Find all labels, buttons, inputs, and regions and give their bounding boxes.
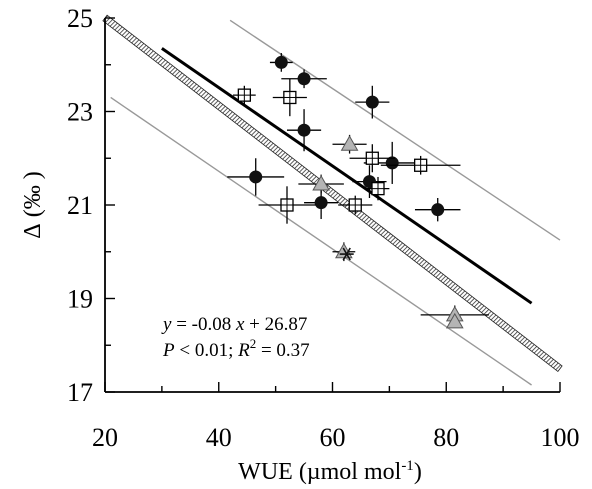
y-axis-title-unit: (‰ ) [20, 171, 46, 217]
p-value: < 0.01; [175, 340, 239, 361]
x-axis-title-close: ) [414, 459, 422, 485]
regression-annotation: y = -0.08 x + 26.87 P < 0.01; R2 = 0.37 [161, 314, 310, 361]
p-label: P [162, 340, 175, 361]
data-point-circle [274, 55, 288, 69]
data-point-circle [249, 170, 263, 184]
y-tick-label: 25 [67, 4, 93, 33]
eq-body: = -0.08 [171, 314, 236, 335]
x-tick-label: 100 [541, 423, 580, 452]
line-bound-upper [229, 19, 561, 241]
r2-value: = 0.37 [256, 340, 309, 361]
plot-area [102, 14, 563, 386]
data-point-circle [297, 72, 311, 86]
eq-y-symbol: y [161, 314, 172, 335]
x-tick-label: 20 [92, 423, 118, 452]
data-point-asterisk [342, 247, 351, 261]
svg-text:P < 0.01; R2 = 0.37: P < 0.01; R2 = 0.37 [162, 336, 310, 361]
eq-tail: + 26.87 [244, 314, 307, 335]
line-bound-lower [110, 96, 532, 386]
data-point-triangle [445, 312, 464, 329]
r2-label: R [237, 340, 250, 361]
data-point-circle [385, 156, 399, 170]
data-point-triangle [340, 135, 359, 151]
x-tick-label: 80 [433, 423, 459, 452]
y-tick-label: 21 [67, 191, 93, 220]
y-tick-label: 19 [67, 285, 93, 314]
data-point-circle [297, 123, 311, 137]
x-tick-label: 60 [320, 423, 346, 452]
y-tick-label: 17 [67, 378, 93, 407]
data-point-circle [365, 95, 379, 109]
data-point-circle [314, 196, 328, 210]
line-regression [161, 47, 533, 305]
x-tick-label: 40 [206, 423, 232, 452]
y-tick-label: 23 [67, 98, 93, 127]
data-point-circle [431, 203, 445, 217]
r2-superscript: 2 [250, 336, 257, 351]
axes: 17 19 21 23 25 20 40 60 80 100 [67, 4, 580, 452]
x-axis-title-superscript: -1 [401, 458, 414, 474]
eq-x-symbol: x [235, 314, 245, 335]
svg-text:y = -0.08 x + 26.87: y = -0.08 x + 26.87 [161, 314, 307, 335]
y-axis-title: Δ (‰ ) [20, 171, 46, 238]
data-point-triangle [312, 174, 330, 191]
y-axis-title-symbol: Δ [20, 223, 46, 238]
line-envelope [102, 14, 563, 372]
x-axis-title: WUE (µmol mol-1) [238, 458, 422, 485]
x-axis-title-main: WUE (µmol mol [238, 459, 401, 485]
